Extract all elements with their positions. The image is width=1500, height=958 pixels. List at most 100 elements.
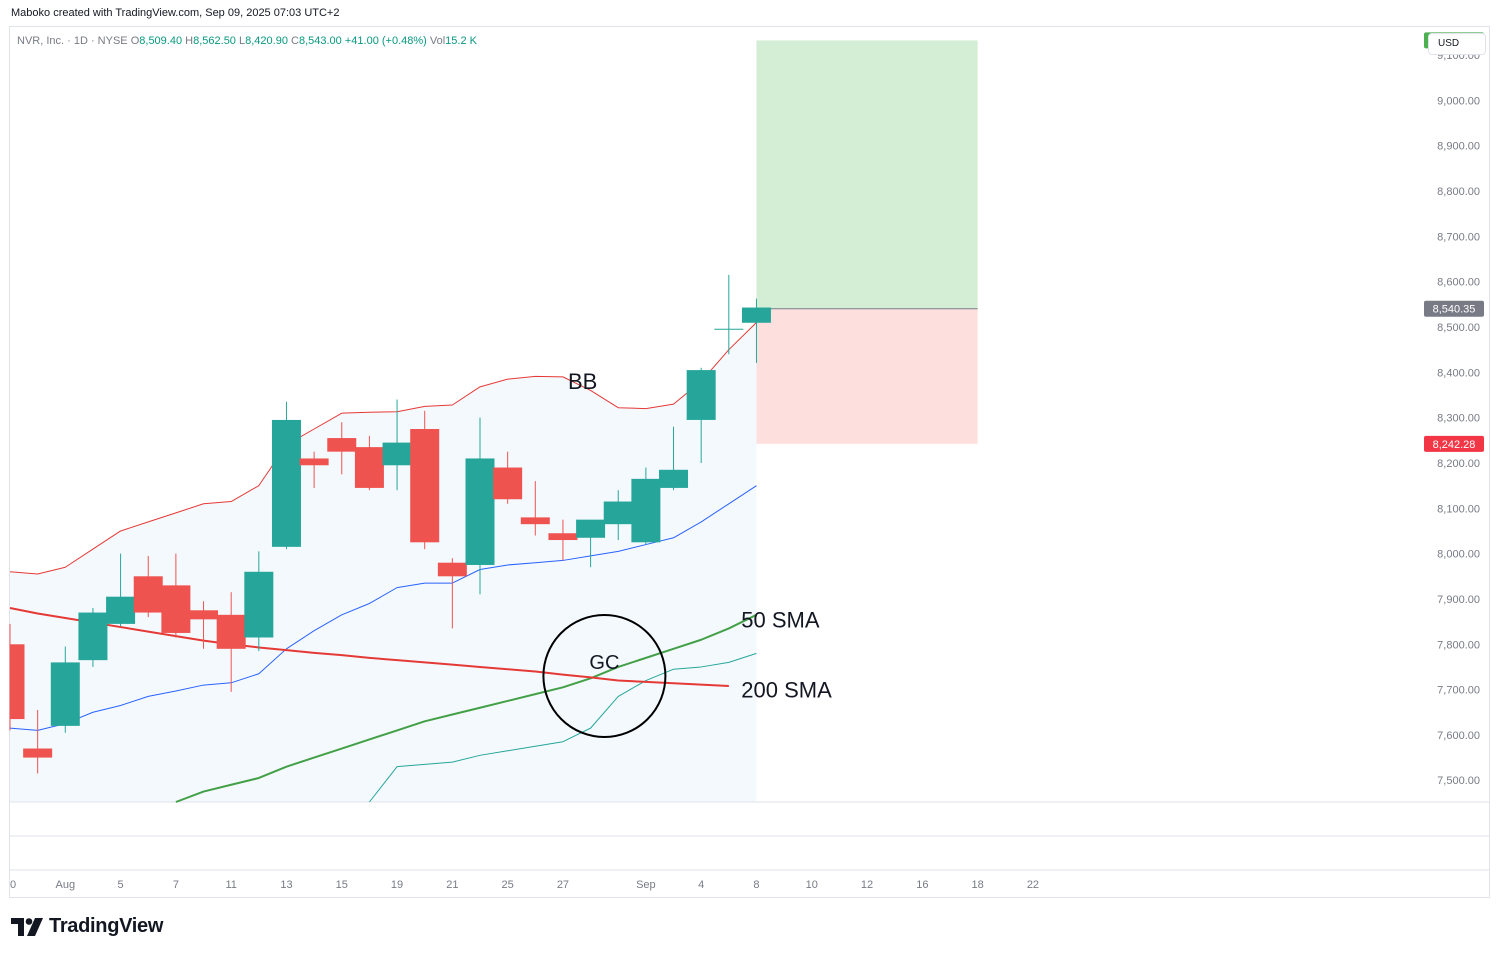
- candle[interactable]: [631, 467, 661, 545]
- candle[interactable]: [161, 553, 191, 638]
- ohlc-legend: NVR, Inc. · 1D · NYSE O8,509.40 H8,562.5…: [17, 35, 477, 47]
- candle[interactable]: [299, 451, 329, 488]
- currency-button[interactable]: USD: [1428, 33, 1486, 55]
- bb-annotation: BB: [568, 369, 597, 394]
- candle-body: [741, 307, 771, 323]
- chart-frame: [9, 26, 1490, 898]
- candle[interactable]: [520, 481, 550, 536]
- x-tick-label: 19: [391, 879, 403, 891]
- candle-body: [631, 478, 661, 543]
- candle[interactable]: [327, 422, 357, 475]
- y-tick-label: 7,700.00: [1437, 685, 1480, 697]
- candle-body: [382, 442, 412, 466]
- candle[interactable]: [741, 298, 771, 363]
- sma200-annotation: 200 SMA: [741, 678, 832, 703]
- low-label: L: [239, 35, 246, 47]
- x-tick-label: 27: [557, 879, 569, 891]
- tradingview-logo-icon: [11, 917, 43, 936]
- y-tick-label: 7,900.00: [1437, 594, 1480, 606]
- x-tick-label: 8: [753, 879, 759, 891]
- candle-body: [354, 447, 384, 488]
- y-tick-label: 8,600.00: [1437, 277, 1480, 289]
- svg-text:8,540.35: 8,540.35: [1433, 304, 1476, 316]
- candle[interactable]: [78, 608, 108, 667]
- high-label: H: [185, 35, 194, 47]
- candle-body: [50, 662, 80, 726]
- x-tick-label: 4: [698, 879, 704, 891]
- y-tick-label: 7,800.00: [1437, 639, 1480, 651]
- target-zone[interactable]: [756, 40, 978, 309]
- volume-value: 15.2 K: [445, 35, 477, 47]
- candle[interactable]: [9, 623, 25, 731]
- open-label: O: [130, 35, 140, 47]
- y-tick-label: 8,500.00: [1437, 322, 1480, 334]
- candle-body: [548, 533, 578, 541]
- candle-body: [106, 596, 136, 624]
- x-tick-label: 25: [502, 879, 514, 891]
- candle-body: [603, 501, 633, 525]
- candle[interactable]: [23, 709, 53, 774]
- x-tick-label: 13: [280, 879, 292, 891]
- candle[interactable]: [216, 592, 246, 692]
- candle[interactable]: [714, 274, 744, 355]
- candle[interactable]: [133, 555, 163, 618]
- brand-name: TradingView: [49, 915, 164, 937]
- candle[interactable]: [244, 551, 274, 652]
- candle[interactable]: [686, 367, 716, 463]
- candle[interactable]: [50, 646, 80, 733]
- candle-body: [493, 467, 523, 500]
- candle[interactable]: [410, 410, 440, 550]
- candle[interactable]: [382, 399, 412, 491]
- candle-body: [189, 610, 219, 620]
- candle[interactable]: [271, 401, 301, 550]
- candle[interactable]: [576, 519, 606, 568]
- y-tick-label: 8,700.00: [1437, 231, 1480, 243]
- candle-body: [271, 419, 301, 547]
- candle-body: [465, 458, 495, 565]
- candle-body: [576, 519, 606, 538]
- candle-body: [410, 429, 440, 543]
- x-tick-label: 5: [118, 879, 124, 891]
- y-tick-label: 8,400.00: [1437, 367, 1480, 379]
- chart-credit: Maboko created with TradingView.com, Sep…: [11, 7, 340, 19]
- candle[interactable]: [437, 558, 467, 629]
- bb-lower-line: [369, 652, 757, 803]
- candle[interactable]: [493, 451, 523, 504]
- candle-body: [78, 612, 108, 661]
- candle[interactable]: [189, 601, 219, 649]
- candle[interactable]: [465, 417, 495, 595]
- x-tick-label: 7: [173, 879, 179, 891]
- y-tick-label: 9,000.00: [1437, 95, 1480, 107]
- x-tick-label: 22: [1027, 879, 1039, 891]
- y-tick-label: 7,600.00: [1437, 730, 1480, 742]
- x-tick-label: 0: [10, 879, 16, 891]
- candle[interactable]: [603, 490, 633, 541]
- candle-body: [10, 644, 25, 720]
- y-tick-label: 8,000.00: [1437, 549, 1480, 561]
- y-tick-label: 8,800.00: [1437, 186, 1480, 198]
- candle[interactable]: [548, 519, 578, 561]
- x-tick-label: 15: [336, 879, 348, 891]
- x-tick-label: 18: [972, 879, 984, 891]
- candle-body: [299, 458, 329, 466]
- stop-zone[interactable]: [756, 308, 978, 444]
- gc-annotation: GC: [589, 652, 619, 674]
- candle-body: [520, 517, 550, 525]
- close-value: 8,543.00: [298, 35, 342, 47]
- tradingview-brand[interactable]: TradingView: [11, 915, 163, 938]
- candle-body: [244, 571, 274, 638]
- open-value: 8,509.40: [139, 35, 183, 47]
- candle-body: [133, 576, 163, 613]
- bb-band-fill: [10, 322, 757, 802]
- y-tick-label: 8,100.00: [1437, 503, 1480, 515]
- candle[interactable]: [354, 435, 384, 491]
- candle[interactable]: [659, 426, 689, 491]
- stop-price-tag: 8,242.28: [1424, 435, 1484, 452]
- symbol-info: NVR, Inc. · 1D · NYSE: [17, 35, 128, 47]
- change-value: +41.00 (+0.48%): [344, 35, 427, 47]
- close-label: C: [291, 35, 299, 47]
- candle[interactable]: [106, 553, 136, 627]
- candle-body: [23, 748, 53, 758]
- sma50-annotation: 50 SMA: [741, 607, 820, 632]
